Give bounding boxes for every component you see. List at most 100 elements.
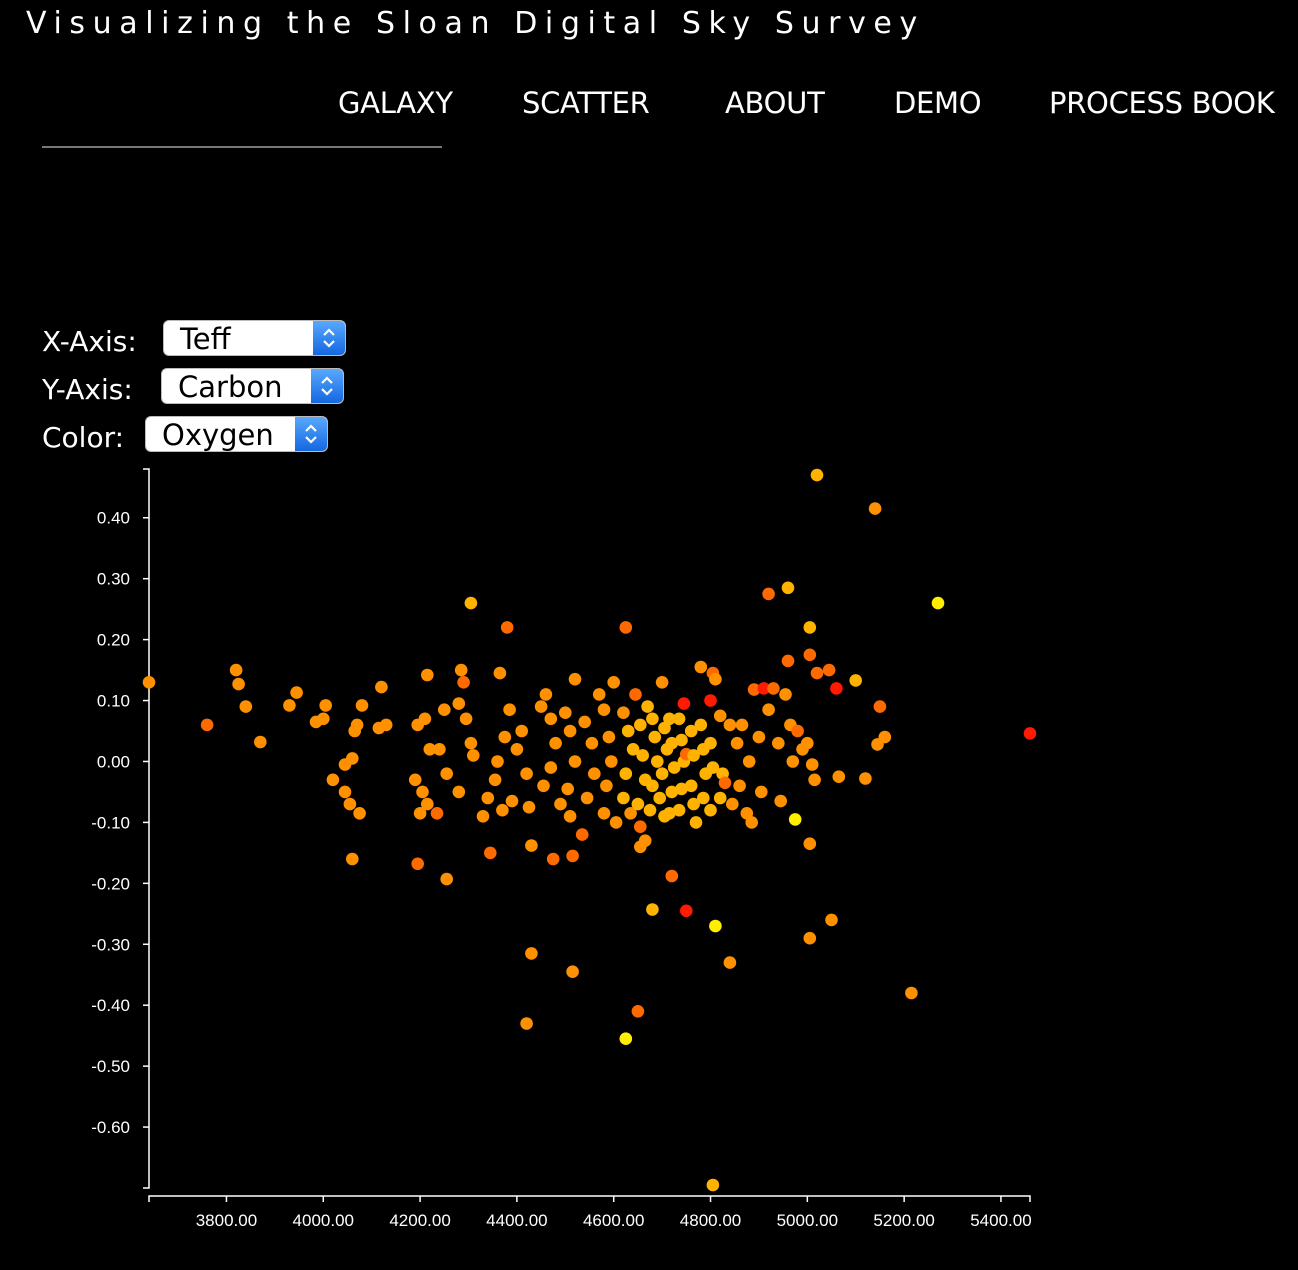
nav-scatter[interactable]: SCATTER — [522, 86, 650, 120]
scatter-point — [646, 779, 659, 793]
scatter-point — [747, 683, 761, 696]
scatter-point — [607, 676, 620, 689]
scatter-point — [510, 743, 524, 756]
scatter-point — [525, 839, 538, 852]
scatter-point — [375, 680, 388, 694]
main-nav: GALAXY SCATTER ABOUT DEMO PROCESS BOOK — [0, 86, 1298, 122]
color-select[interactable]: Oxygen — [145, 416, 328, 452]
x-tick-label: 4000.00 — [293, 1211, 354, 1230]
scatter-point — [805, 758, 819, 771]
scatter-point — [723, 718, 737, 732]
scatter-point — [641, 700, 654, 713]
scatter-point — [563, 724, 577, 738]
scatter-point — [457, 676, 470, 689]
scatter-point — [646, 903, 659, 916]
scatter-point — [718, 776, 732, 790]
scatter-point — [534, 700, 548, 713]
scatter-point — [663, 807, 676, 820]
scatter-point — [283, 699, 296, 712]
scatter-point — [704, 694, 717, 707]
scatter-point — [578, 715, 591, 729]
scatter-point — [665, 736, 679, 750]
scatter-point — [481, 791, 495, 805]
scatter-point — [505, 794, 519, 808]
scatter-point — [672, 712, 686, 726]
scatter-point — [810, 666, 824, 680]
nav-process-book[interactable]: PROCESS BOOK — [1049, 86, 1275, 120]
scatter-point — [810, 468, 824, 482]
scatter-point — [684, 724, 698, 738]
scatter-point — [408, 773, 422, 787]
scatter-point — [467, 749, 480, 762]
scatter-point — [421, 797, 434, 811]
scatter-point — [631, 1005, 645, 1018]
scatter-point — [554, 797, 567, 811]
scatter-point — [597, 807, 611, 820]
scatter-point — [735, 718, 749, 732]
scatter-point — [781, 654, 795, 668]
scatter-point — [433, 743, 446, 756]
scatter-point — [239, 700, 253, 713]
scatter-point — [525, 947, 538, 960]
scatter-point — [575, 828, 589, 841]
scatter-point — [808, 773, 821, 787]
scatter-point — [421, 668, 434, 682]
scatter-point — [253, 735, 267, 749]
x-tick-label: 3800.00 — [196, 1211, 257, 1230]
scatter-point — [762, 587, 775, 601]
scatter-point — [684, 779, 698, 793]
y-tick-label: 0.30 — [97, 570, 130, 589]
y-axis-select[interactable]: Carbon — [161, 368, 344, 404]
scatter-point — [617, 791, 630, 805]
nav-about[interactable]: ABOUT — [725, 86, 825, 120]
scatter-point — [638, 834, 652, 847]
scatter-point — [229, 663, 243, 677]
scatter-point — [687, 797, 700, 811]
scatter-point — [440, 872, 454, 886]
scatter-point — [781, 581, 795, 595]
scatter-point — [491, 755, 504, 768]
x-tick-label: 4600.00 — [583, 1211, 644, 1230]
y-tick-label: -0.50 — [91, 1057, 130, 1076]
scatter-point — [440, 767, 454, 780]
scatter-point — [546, 852, 560, 866]
scatter-point — [803, 648, 817, 662]
scatter-point — [609, 816, 623, 829]
nav-galaxy[interactable]: GALAXY — [338, 86, 453, 120]
y-tick-label: -0.20 — [91, 874, 130, 893]
scatter-point — [602, 730, 616, 744]
scatter-point — [709, 672, 722, 686]
scatter-point — [723, 956, 737, 969]
y-tick-label: -0.60 — [91, 1118, 130, 1137]
scatter-point — [566, 849, 579, 863]
scatter-point — [788, 813, 802, 826]
scatter-point — [621, 724, 635, 738]
scatter-point — [379, 718, 393, 732]
scatter-point — [672, 803, 686, 817]
nav-demo[interactable]: DEMO — [894, 86, 982, 120]
scatter-point — [454, 663, 468, 677]
scatter-point — [544, 761, 558, 774]
scatter-point — [786, 755, 800, 768]
scatter-point — [742, 755, 756, 768]
scatter-point — [704, 736, 717, 750]
scatter-point — [317, 712, 330, 726]
x-axis-select[interactable]: Teff — [163, 320, 346, 356]
scatter-point — [803, 837, 817, 850]
scatter-point — [772, 736, 785, 750]
scatter-point — [416, 785, 429, 799]
scatter-point — [568, 755, 582, 768]
scatter-point — [520, 767, 533, 780]
scatter-point — [704, 803, 717, 817]
scatter-point — [663, 712, 676, 726]
scatter-point — [617, 706, 630, 719]
scatter-point — [651, 755, 664, 768]
scatter-point — [438, 703, 451, 716]
y-tick-label: 0.40 — [97, 509, 130, 528]
scatter-point — [822, 663, 836, 677]
y-tick-label: 0.00 — [97, 752, 130, 771]
scatter-point — [757, 682, 771, 695]
scatter-point — [600, 779, 613, 793]
scatter-point — [559, 706, 572, 719]
scatter-point — [348, 724, 362, 738]
